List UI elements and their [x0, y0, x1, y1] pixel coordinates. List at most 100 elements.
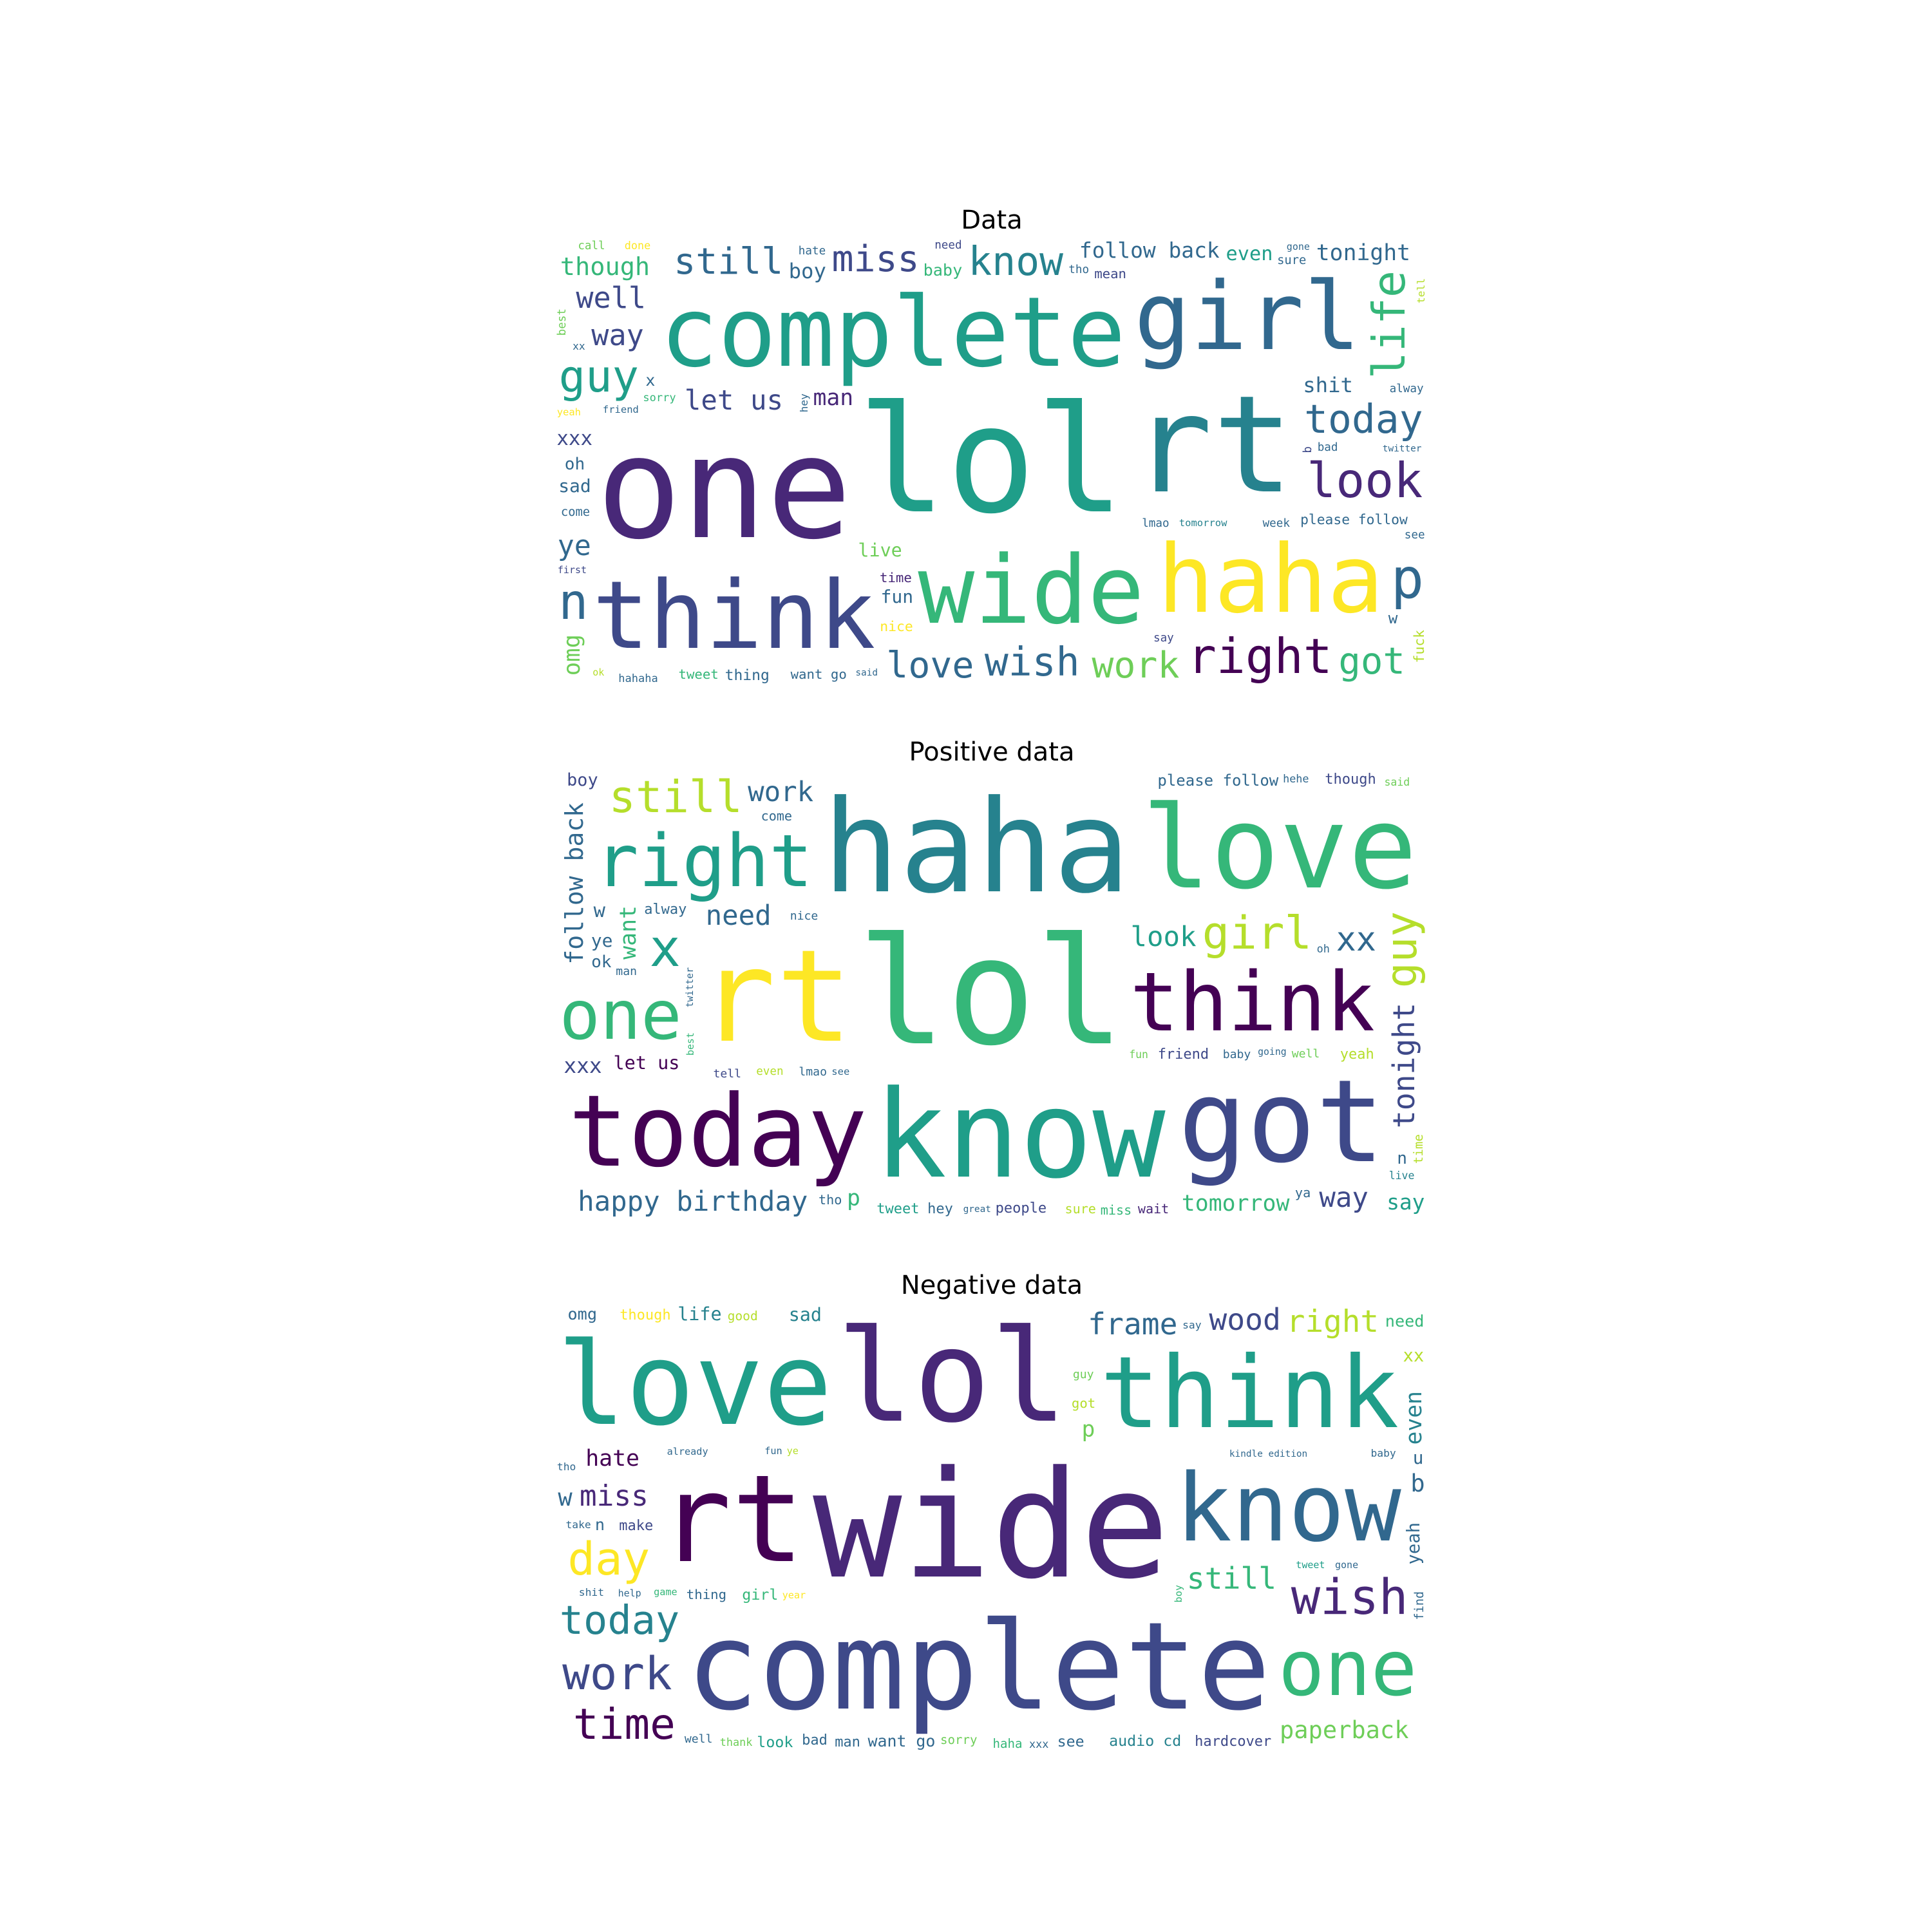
cloud-word: xx — [1336, 920, 1376, 960]
cloud-word: hate — [585, 1445, 639, 1472]
cloud-word: xx — [1403, 1345, 1425, 1366]
cloud-word: work — [1092, 645, 1180, 687]
cloud-word: one — [559, 976, 682, 1056]
cloud-word: even — [1226, 242, 1273, 265]
cloud-word: hahaha — [618, 672, 658, 686]
cloud-word: xxx — [556, 427, 593, 450]
word-cloud-panel: lol haha rt know think today love got right one gi… — [554, 769, 1430, 1220]
cloud-word: n — [558, 573, 589, 631]
cloud-word: girl — [742, 1586, 779, 1604]
cloud-word: love — [556, 1317, 833, 1451]
cloud-word: wish — [984, 639, 1080, 685]
cloud-word: sad — [788, 1303, 822, 1325]
cloud-word: miss — [1100, 1202, 1132, 1218]
cloud-word: p — [1081, 1416, 1095, 1443]
cloud-word: look — [757, 1733, 793, 1751]
cloud-word: want go — [790, 667, 847, 683]
cloud-word: guy — [1072, 1367, 1094, 1381]
cloud-word: love — [1142, 781, 1417, 915]
cloud-word: still — [1186, 1560, 1277, 1596]
cloud-word: work — [748, 775, 814, 808]
cloud-word: w — [1388, 609, 1398, 628]
cloud-word: xxx — [1029, 1737, 1049, 1750]
cloud-word: right — [595, 819, 813, 904]
cloud-word: haha — [992, 1736, 1023, 1752]
cloud-word: p — [847, 1185, 860, 1211]
cloud-word: gone — [1335, 1558, 1359, 1571]
cloud-word: well — [1291, 1046, 1320, 1061]
cloud-word: miss — [831, 238, 920, 280]
cloud-word: wide — [918, 536, 1144, 645]
cloud-word: nice — [880, 618, 913, 635]
cloud-word: fuck — [1411, 629, 1428, 663]
cloud-word: lol — [837, 1302, 1068, 1451]
cloud-word: though — [1325, 771, 1376, 788]
cloud-word: life — [677, 1303, 722, 1325]
cloud-word: wait — [1137, 1200, 1170, 1217]
cloud-word: one — [1278, 1624, 1417, 1714]
cloud-word: tho — [819, 1192, 842, 1208]
cloud-word: b — [1301, 446, 1314, 453]
cloud-word: please follow — [1300, 511, 1408, 528]
cloud-word: make — [619, 1518, 654, 1535]
cloud-word: x — [649, 917, 681, 978]
cloud-word: guy — [1376, 911, 1426, 988]
cloud-word: kindle edition — [1229, 1448, 1308, 1459]
cloud-word: boy — [788, 258, 826, 283]
cloud-word: friend — [602, 403, 639, 415]
cloud-word: tweet — [876, 1201, 920, 1218]
cloud-word: come — [560, 505, 591, 519]
cloud-word: still — [674, 240, 784, 283]
cloud-word: tomorrow — [1181, 1191, 1290, 1217]
cloud-word: need — [934, 239, 962, 252]
cloud-word: boy — [1172, 1584, 1184, 1602]
cloud-word: complete — [659, 277, 1126, 390]
cloud-word: tweet — [678, 667, 719, 682]
panel-title: Positive data — [909, 737, 1075, 767]
cloud-word: lmao — [1142, 516, 1170, 530]
cloud-word: paperback — [1280, 1716, 1409, 1744]
cloud-word: happy birthday — [578, 1185, 808, 1217]
cloud-word: said — [855, 668, 878, 678]
cloud-word: got — [1071, 1395, 1096, 1411]
cloud-word: think — [1130, 954, 1375, 1050]
cloud-word: call — [578, 239, 605, 252]
cloud-word: lmao — [799, 1065, 827, 1079]
cloud-word: first — [557, 564, 587, 576]
cloud-word: let us — [613, 1052, 680, 1074]
cloud-word: oh — [1316, 942, 1330, 955]
cloud-word: know — [968, 238, 1064, 285]
cloud-word: sorry — [643, 391, 676, 404]
cloud-word: yeah — [1340, 1046, 1374, 1063]
cloud-word: sure — [1065, 1200, 1096, 1217]
cloud-word: got — [1178, 1055, 1385, 1189]
cloud-word: hate — [798, 244, 826, 258]
cloud-word: find — [1412, 1591, 1426, 1620]
cloud-word: best — [685, 1032, 697, 1056]
cloud-word: ye — [786, 1445, 799, 1457]
cloud-word: got — [1338, 639, 1405, 683]
cloud-word: look — [1307, 452, 1423, 509]
cloud-word: miss — [579, 1480, 649, 1513]
cloud-word: help — [618, 1587, 641, 1599]
cloud-word: take — [565, 1519, 591, 1531]
cloud-word: lol — [857, 374, 1125, 547]
cloud-word: year — [782, 1589, 806, 1601]
cloud-word: omg — [567, 1305, 598, 1324]
cloud-word: fun — [764, 1445, 782, 1457]
cloud-word: even — [756, 1065, 784, 1078]
word-cloud-panel: lol one rt complete wide haha think girl right to… — [554, 237, 1430, 688]
cloud-word: gone — [1286, 241, 1310, 253]
cloud-word: people — [995, 1200, 1047, 1217]
cloud-word: still — [609, 771, 743, 823]
cloud-word: well — [576, 281, 646, 316]
cloud-word: haha — [1157, 525, 1384, 634]
cloud-word: ye — [591, 930, 613, 952]
cloud-word: way — [1319, 1181, 1368, 1213]
cloud-word: man — [616, 965, 637, 979]
cloud-word: wish — [1291, 1568, 1408, 1625]
cloud-word: tomorrow — [1179, 516, 1227, 529]
cloud-word: sure — [1277, 253, 1307, 267]
cloud-word: need — [1385, 1312, 1425, 1331]
cloud-word: ye — [557, 529, 591, 562]
